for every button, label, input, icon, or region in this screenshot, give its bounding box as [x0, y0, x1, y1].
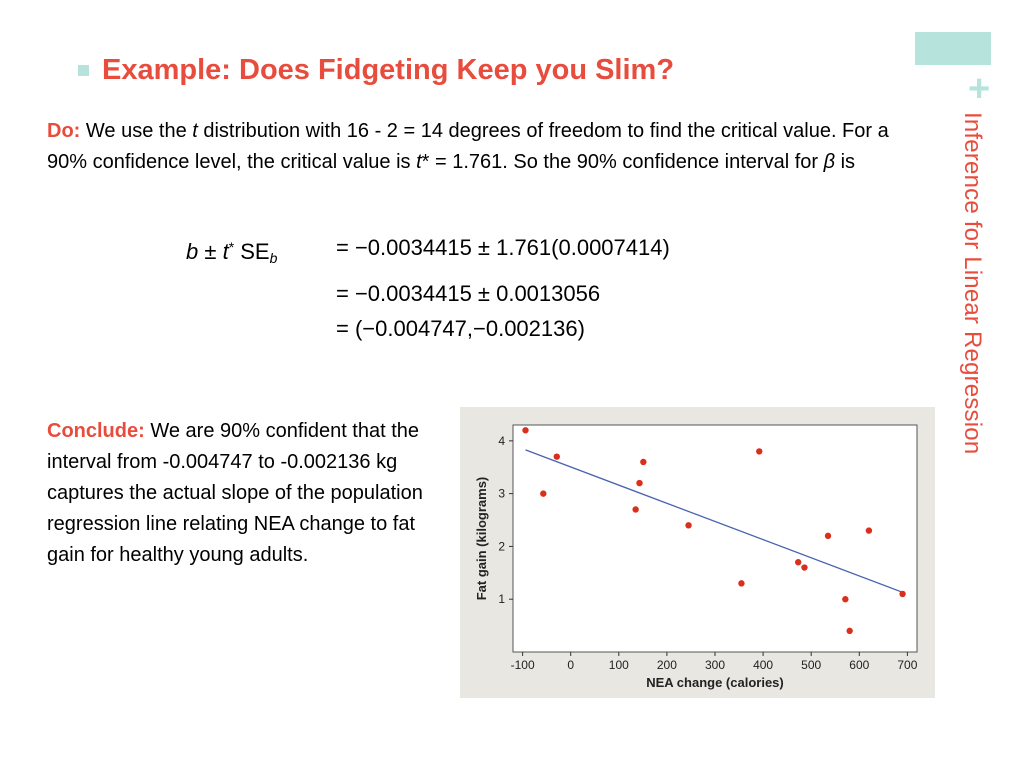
- formula-line-3: = (−0.004747,−0.002136): [336, 316, 585, 341]
- formula-pm: ±: [198, 239, 223, 264]
- beta-symbol: β: [823, 151, 836, 173]
- x-tick-label: 600: [849, 658, 869, 672]
- do-text-1: We use the: [80, 120, 193, 142]
- x-tick-label: 700: [897, 658, 917, 672]
- y-tick-label: 1: [498, 592, 505, 606]
- x-tick-label: 200: [657, 658, 677, 672]
- confidence-interval-formula: b ± t* SEb = −0.0034415 ± 1.761(0.000741…: [186, 230, 670, 346]
- x-axis-label: NEA change (calories): [646, 675, 784, 690]
- conclude-paragraph: Conclude: We are 90% confident that the …: [47, 416, 452, 571]
- star-symbol: *: [421, 151, 430, 173]
- data-point: [865, 527, 873, 534]
- data-point: [846, 627, 853, 635]
- data-point: [756, 448, 763, 455]
- x-tick-label: -100: [511, 658, 535, 672]
- formula-lhs: b ± t* SEb: [186, 230, 336, 276]
- do-text-3: = 1.761. So the 90% confidence interval …: [429, 151, 824, 173]
- title-row: Example: Does Fidgeting Keep you Slim?: [78, 54, 674, 87]
- plus-icon: +: [968, 68, 991, 110]
- data-point: [795, 559, 802, 566]
- formula-row-3: = (−0.004747,−0.002136): [186, 311, 670, 346]
- data-point: [801, 564, 808, 571]
- x-tick-label: 500: [801, 658, 821, 672]
- t-symbol: t: [192, 120, 198, 142]
- conclude-text: We are 90% confident that the interval f…: [47, 420, 423, 566]
- do-paragraph: Do: We use the t distribution with 16 - …: [47, 116, 907, 178]
- square-bullet-icon: [78, 65, 89, 76]
- do-text-2: distribution with 16 - 2 = 14 degrees of…: [47, 120, 889, 173]
- data-point: [553, 453, 560, 460]
- formula-se: SE: [234, 239, 270, 264]
- data-point: [636, 479, 643, 487]
- data-point: [685, 522, 692, 529]
- section-side-title: Inference for Linear Regression: [959, 112, 986, 455]
- plot-area: [512, 424, 918, 653]
- formula-row-2: = −0.0034415 ± 0.0013056: [186, 276, 670, 311]
- data-point: [632, 506, 639, 513]
- data-point: [738, 580, 745, 587]
- x-tick-label: 100: [609, 658, 629, 672]
- data-point: [540, 490, 547, 497]
- y-tick-label: 3: [498, 487, 505, 501]
- scatter-chart: -100 0 100 200 300 400 500 600 700 1 2 3 4 NEA change…: [460, 407, 935, 698]
- x-tick-label: 0: [567, 658, 574, 672]
- slide-title: Example: Does Fidgeting Keep you Slim?: [102, 54, 675, 86]
- data-point: [522, 427, 529, 434]
- formula-b: b: [186, 239, 199, 264]
- accent-bar: [915, 32, 991, 65]
- x-tick-label: 300: [705, 658, 725, 672]
- formula-line-2: = −0.0034415 ± 0.0013056: [336, 281, 601, 306]
- y-axis-label: Fat gain (kilograms): [474, 477, 489, 601]
- y-tick-label: 2: [498, 539, 505, 553]
- data-point: [640, 458, 647, 466]
- regression-line: [525, 449, 903, 593]
- x-tick-label: 400: [753, 658, 773, 672]
- formula-sub-b: b: [269, 250, 278, 266]
- formula-line-1: = −0.0034415 ± 1.761(0.0007414): [336, 235, 670, 260]
- scatter-chart-svg: -100 0 100 200 300 400 500 600 700 1 2 3 4 NEA change…: [474, 424, 918, 690]
- formula-t: t: [222, 239, 229, 264]
- data-point: [842, 596, 849, 603]
- data-point: [824, 532, 832, 540]
- do-label: Do:: [47, 120, 81, 142]
- y-tick-label: 4: [498, 434, 505, 448]
- conclude-label: Conclude:: [47, 420, 145, 442]
- tstar-symbol: t: [416, 151, 422, 173]
- formula-row-1: b ± t* SEb = −0.0034415 ± 1.761(0.000741…: [186, 230, 670, 276]
- data-point: [899, 590, 906, 598]
- formula-star: *: [228, 239, 235, 255]
- do-text-4: is: [835, 151, 856, 173]
